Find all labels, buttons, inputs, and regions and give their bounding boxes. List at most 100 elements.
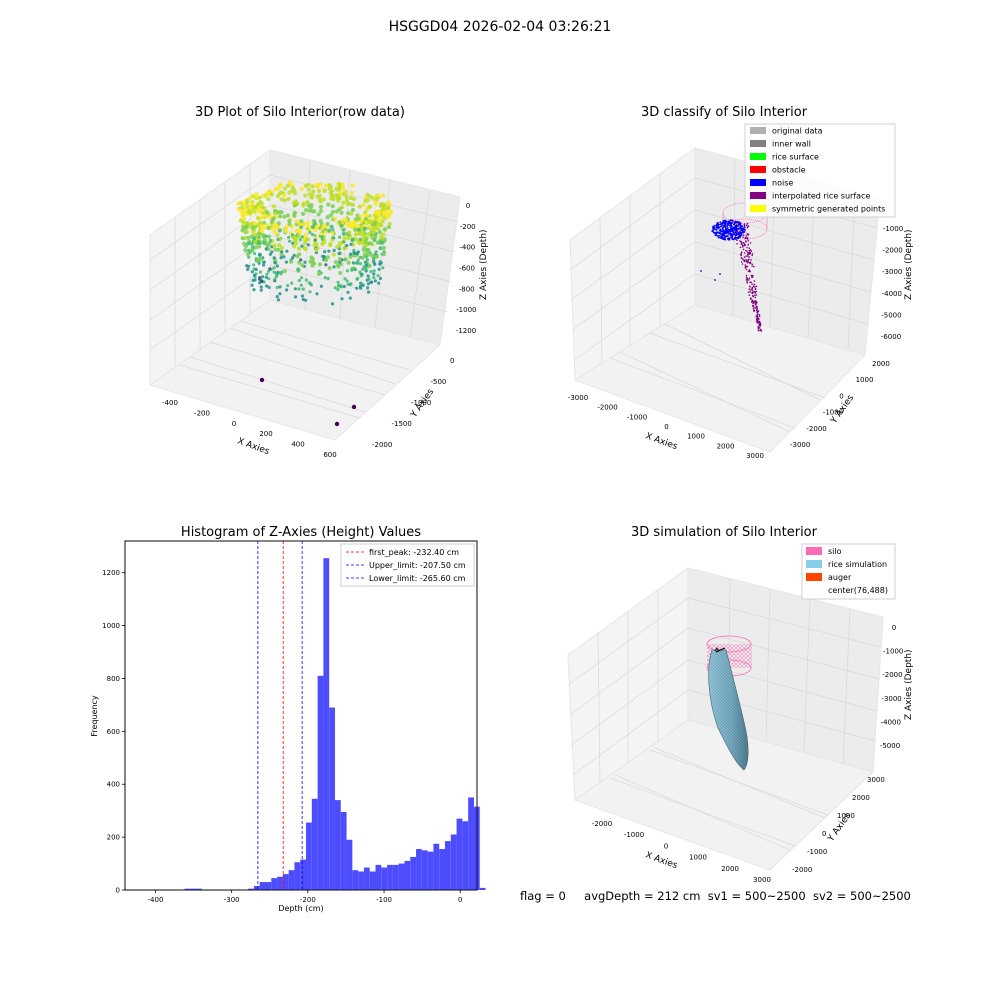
raw-point <box>326 276 330 281</box>
raw-point <box>358 219 364 224</box>
raw-point <box>275 264 279 268</box>
raw-point <box>282 214 287 219</box>
classify-interpolated-point <box>745 279 748 281</box>
raw-point <box>246 267 250 271</box>
hist-x-tick: -400 <box>148 896 164 904</box>
raw-point <box>333 216 338 221</box>
raw-point <box>287 222 292 227</box>
classify-interpolated-point <box>748 247 751 249</box>
hist-bar <box>196 888 202 890</box>
raw-point <box>320 226 325 231</box>
raw-point <box>278 184 283 189</box>
classify-noise-point <box>743 225 746 227</box>
classify-noise-point <box>720 230 723 233</box>
hist-y-tick: 0 <box>116 887 120 895</box>
hist-bar <box>300 859 307 890</box>
raw-point <box>315 184 320 189</box>
raw-point <box>279 252 284 257</box>
classify-interpolated-point <box>757 321 760 324</box>
hist-bar <box>427 851 434 890</box>
classify-interpolated-point <box>753 286 756 288</box>
raw-x-tick: 600 <box>323 451 336 459</box>
raw-point <box>370 280 374 284</box>
hist-bar <box>271 878 278 890</box>
sim-legend-swatch <box>806 586 822 594</box>
raw-point <box>326 202 331 207</box>
classify-noise-point <box>721 224 724 227</box>
raw-point <box>352 267 356 271</box>
classify-interpolated-point <box>749 285 751 288</box>
raw-point <box>346 236 351 241</box>
sim-x-tick: 0 <box>664 842 668 850</box>
raw-point <box>341 185 346 191</box>
classify-interpolated-point <box>741 242 743 244</box>
classify-y-tick: -3000 <box>790 441 810 449</box>
raw-point <box>278 285 282 289</box>
raw-point <box>350 207 355 213</box>
raw-point <box>366 286 370 290</box>
classify-interpolated-point <box>751 283 753 285</box>
raw-point <box>272 229 277 234</box>
raw-point <box>285 213 290 218</box>
raw-point <box>356 224 361 229</box>
sim-x-tick: -1000 <box>624 831 644 839</box>
raw-point <box>328 213 333 218</box>
raw-point <box>283 229 288 234</box>
sim-3d-box <box>567 567 884 871</box>
raw-point <box>297 252 302 257</box>
sim-x-tick: -2000 <box>592 820 612 828</box>
raw-point <box>303 247 308 252</box>
raw-point <box>365 198 370 203</box>
classify-interpolated-point <box>740 254 742 257</box>
raw-point <box>353 232 359 237</box>
classify-chart-title: 3D classify of Silo Interior <box>641 105 808 120</box>
classify-noise-point <box>729 229 732 232</box>
classify-legend-swatch <box>750 140 766 147</box>
classify-noise-point <box>742 227 745 230</box>
classify-interpolated-point <box>757 326 759 328</box>
raw-point <box>373 234 378 239</box>
raw-point <box>333 260 338 265</box>
raw-point <box>271 204 276 209</box>
classify-interpolated-point <box>752 285 755 288</box>
raw-point <box>323 276 327 280</box>
raw-point <box>273 247 278 252</box>
raw-point <box>304 298 308 302</box>
classify-interpolated-point <box>746 277 749 280</box>
sim-legend-label: center(76,488) <box>828 586 888 595</box>
classify-noise-point <box>713 225 716 227</box>
classify-noise-point <box>739 224 742 227</box>
classify-interpolated-point <box>754 304 757 306</box>
raw-point <box>362 265 366 269</box>
raw-point <box>252 209 257 214</box>
classify-legend-swatch <box>750 153 766 160</box>
classify-interpolated-point <box>759 324 761 327</box>
raw-point <box>268 238 273 242</box>
raw-point <box>275 295 279 299</box>
raw-point <box>381 245 387 251</box>
raw-point <box>378 203 383 208</box>
raw-point <box>253 194 258 199</box>
raw-point <box>344 198 349 203</box>
raw-point <box>274 274 279 279</box>
hist-bar <box>421 850 428 890</box>
classify-noise-point <box>726 229 729 232</box>
raw-point <box>362 226 367 231</box>
classify-interpolated-point <box>748 277 751 280</box>
hist-bar <box>306 822 312 890</box>
raw-point <box>338 270 343 276</box>
raw-point <box>332 248 336 252</box>
raw-point <box>339 285 343 289</box>
classify-noise-point <box>739 222 742 225</box>
raw-point <box>291 241 295 245</box>
sim-legend: silo rice simulation auger center(76,488) <box>801 543 896 600</box>
classify-noise-point <box>734 229 736 232</box>
classify-interpolated-point <box>746 226 749 229</box>
raw-point <box>337 252 341 256</box>
raw-point <box>260 224 265 229</box>
classify-noise-point <box>738 232 741 234</box>
raw-point <box>250 225 256 230</box>
raw-outlier-point <box>351 404 357 410</box>
raw-point <box>261 220 267 225</box>
raw-point <box>290 185 295 190</box>
